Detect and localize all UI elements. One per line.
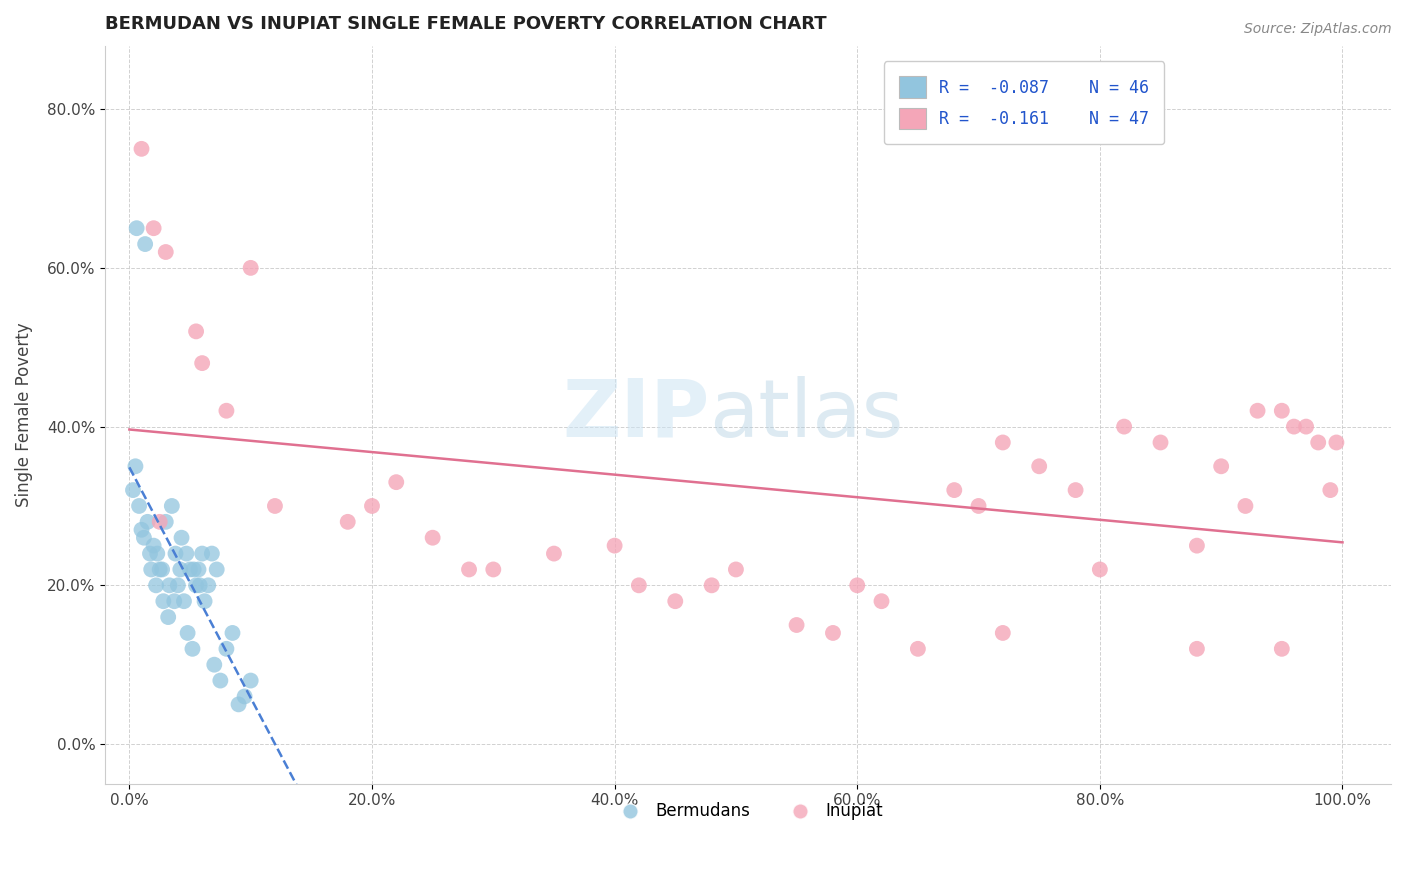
Y-axis label: Single Female Poverty: Single Female Poverty [15,322,32,507]
Point [205,562,228,576]
Point [228,698,250,712]
Point [1185,641,1208,656]
Point [1246,403,1268,417]
Point [239,673,262,688]
Point [157,610,180,624]
Point [176,547,198,561]
Point [1028,459,1050,474]
Point [821,626,844,640]
Point [1114,419,1136,434]
Point [215,641,238,656]
Point [183,562,205,576]
Point [187,562,209,576]
Point [134,237,156,252]
Point [131,142,153,156]
Point [188,578,211,592]
Point [122,483,145,497]
Point [125,221,148,235]
Point [191,356,214,370]
Point [145,578,167,592]
Point [142,539,165,553]
Point [1326,435,1348,450]
Point [724,562,747,576]
Point [700,578,723,592]
Text: atlas: atlas [710,376,904,454]
Point [603,539,626,553]
Point [152,594,174,608]
Point [1308,435,1330,450]
Point [181,641,204,656]
Point [1271,641,1294,656]
Point [385,475,408,490]
Point [786,618,808,632]
Point [543,547,565,561]
Point [1064,483,1087,497]
Point [627,578,650,592]
Point [239,260,262,275]
Point [361,499,384,513]
Point [149,515,172,529]
Point [139,547,162,561]
Point [163,594,186,608]
Text: Source: ZipAtlas.com: Source: ZipAtlas.com [1244,22,1392,37]
Point [1295,419,1317,434]
Point [458,562,481,576]
Point [136,515,159,529]
Point [1149,435,1171,450]
Point [170,531,193,545]
Text: BERMUDAN VS INUPIAT SINGLE FEMALE POVERTY CORRELATION CHART: BERMUDAN VS INUPIAT SINGLE FEMALE POVERT… [105,15,827,33]
Point [167,578,190,592]
Point [1282,419,1305,434]
Point [132,531,155,545]
Point [155,515,177,529]
Point [194,594,217,608]
Point [124,459,146,474]
Point [150,562,173,576]
Point [1088,562,1111,576]
Point [142,221,165,235]
Point [209,673,232,688]
Point [991,626,1014,640]
Point [264,499,287,513]
Point [221,626,243,640]
Point [173,594,195,608]
Point [179,562,201,576]
Point [215,403,238,417]
Point [155,245,177,260]
Point [184,578,207,592]
Point [146,547,169,561]
Point [336,515,359,529]
Point [233,690,256,704]
Point [165,547,187,561]
Point [870,594,893,608]
Point [907,641,929,656]
Point [141,562,163,576]
Point [967,499,990,513]
Point [1185,539,1208,553]
Point [131,523,153,537]
Point [128,499,150,513]
Point [201,547,224,561]
Legend: Bermudans, Inupiat: Bermudans, Inupiat [607,796,890,827]
Point [202,657,225,672]
Point [482,562,505,576]
Point [1271,403,1294,417]
Point [846,578,869,592]
Point [169,562,191,576]
Point [197,578,219,592]
Point [191,547,214,561]
Point [991,435,1014,450]
Point [149,562,172,576]
Point [664,594,686,608]
Point [1319,483,1341,497]
Point [157,578,180,592]
Point [1211,459,1233,474]
Point [184,324,207,338]
Point [160,499,183,513]
Point [422,531,444,545]
Point [943,483,966,497]
Point [176,626,198,640]
Text: ZIP: ZIP [562,376,710,454]
Point [1234,499,1257,513]
